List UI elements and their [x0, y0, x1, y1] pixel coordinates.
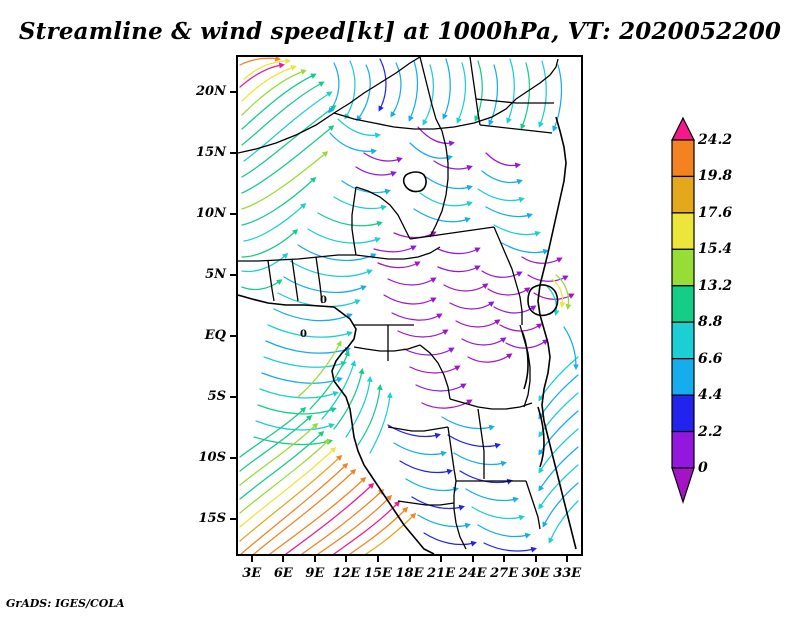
- colorbar-tick-8-8: 8.8: [698, 314, 723, 331]
- colorbar-tick-0: 0: [698, 460, 708, 476]
- streamlines-south-atlantic: [239, 340, 417, 554]
- y-tick-mark: [230, 151, 236, 154]
- x-tick-30E: 30E: [521, 566, 550, 581]
- colorbar-extend-bottom: [671, 467, 695, 504]
- y-tick-10S: 10S: [198, 450, 226, 466]
- streamlines-northwest: [239, 57, 337, 291]
- colorbar-tick-2-2: 2.2: [698, 423, 723, 440]
- y-tick-mark: [230, 212, 236, 215]
- streamline-map-svg: .sl { fill:none; stroke-width:1.25; stro…: [238, 57, 579, 554]
- streamlines-east-coast: [538, 274, 579, 544]
- x-tick-mark: [503, 556, 506, 562]
- x-tick-24E: 24E: [458, 566, 487, 581]
- y-tick-mark: [230, 335, 236, 338]
- streamlines-gulf-of-guinea: [253, 324, 353, 446]
- y-tick-10N: 10N: [196, 205, 226, 221]
- y-tick-mark: [230, 273, 236, 276]
- colorbar-tick-15-4: 15.4: [698, 241, 733, 258]
- colorbar-segment: [671, 358, 695, 396]
- colorbar-segment: [671, 285, 695, 323]
- x-tick-33E: 33E: [553, 566, 582, 581]
- y-tick-15S: 15S: [198, 511, 226, 527]
- colorbar-segment: [671, 248, 695, 287]
- colorbar-segment: [671, 139, 695, 178]
- x-tick-mark: [534, 556, 537, 562]
- x-axis-tick-labels: 3E 6E 9E 12E 15E 18E 21E 24E 27E 30E 33E: [0, 556, 800, 582]
- x-tick-mark: [345, 556, 348, 562]
- x-tick-27E: 27E: [490, 566, 519, 581]
- colorbar: 24.2 19.8 17.6 15.4 13.2 8.8 6.6 4.4 2.2 0: [664, 110, 794, 510]
- x-tick-mark: [250, 556, 253, 562]
- x-tick-mark: [566, 556, 569, 562]
- x-tick-6E: 6E: [273, 566, 293, 581]
- colorbar-tick-6-6: 6.6: [698, 350, 723, 367]
- colorbar-segment: [671, 212, 695, 250]
- colorbar-extend-top: [671, 116, 695, 141]
- y-tick-mark: [230, 518, 236, 521]
- map-country-borders: [238, 57, 559, 550]
- y-tick-mark: [230, 457, 236, 460]
- colorbar-tick-24-2: 24.2: [698, 132, 733, 148]
- streamlines-central-north: [408, 58, 563, 255]
- y-axis-tick-labels: 20N 15N 10N 5N EQ 5S 10S 15S: [196, 0, 236, 618]
- streamlines-sahel: [273, 58, 403, 322]
- x-tick-9E: 9E: [305, 566, 325, 581]
- x-tick-15E: 15E: [363, 566, 392, 581]
- x-tick-mark: [408, 556, 411, 562]
- y-tick-5N: 5N: [205, 266, 226, 282]
- y-tick-EQ: EQ: [204, 328, 226, 344]
- y-tick-mark: [230, 90, 236, 93]
- x-tick-12E: 12E: [332, 566, 361, 581]
- x-tick-mark: [376, 556, 379, 562]
- contour-label-zero-1: 0: [320, 295, 327, 306]
- footer-credit: GrADS: IGES/COLA: [6, 597, 125, 610]
- y-tick-5S: 5S: [207, 389, 226, 405]
- x-tick-18E: 18E: [395, 566, 424, 581]
- x-tick-3E: 3E: [242, 566, 262, 581]
- x-tick-21E: 21E: [427, 566, 456, 581]
- colorbar-segment: [671, 394, 695, 433]
- map-coastlines: [238, 116, 577, 554]
- page-title: Streamline & wind speed[kt] at 1000hPa, …: [18, 18, 782, 45]
- x-tick-mark: [440, 556, 443, 562]
- colorbar-tick-19-8: 19.8: [698, 168, 733, 185]
- colorbar-segment: [671, 175, 695, 214]
- x-tick-mark: [471, 556, 474, 562]
- streamlines-southern: [387, 416, 537, 553]
- colorbar-segment: [671, 321, 695, 360]
- map-plot-area: .sl { fill:none; stroke-width:1.25; stro…: [236, 55, 583, 556]
- contour-label-zero-2: 0: [300, 329, 307, 340]
- colorbar-tick-17-6: 17.6: [698, 204, 733, 221]
- colorbar-swatches: [671, 116, 695, 504]
- colorbar-tick-13-2: 13.2: [698, 277, 733, 294]
- colorbar-segment: [671, 430, 695, 469]
- colorbar-tick-4-4: 4.4: [698, 387, 723, 404]
- y-tick-15N: 15N: [196, 144, 226, 160]
- y-tick-20N: 20N: [196, 83, 226, 99]
- x-tick-mark: [282, 556, 285, 562]
- y-tick-mark: [230, 396, 236, 399]
- x-tick-mark: [313, 556, 316, 562]
